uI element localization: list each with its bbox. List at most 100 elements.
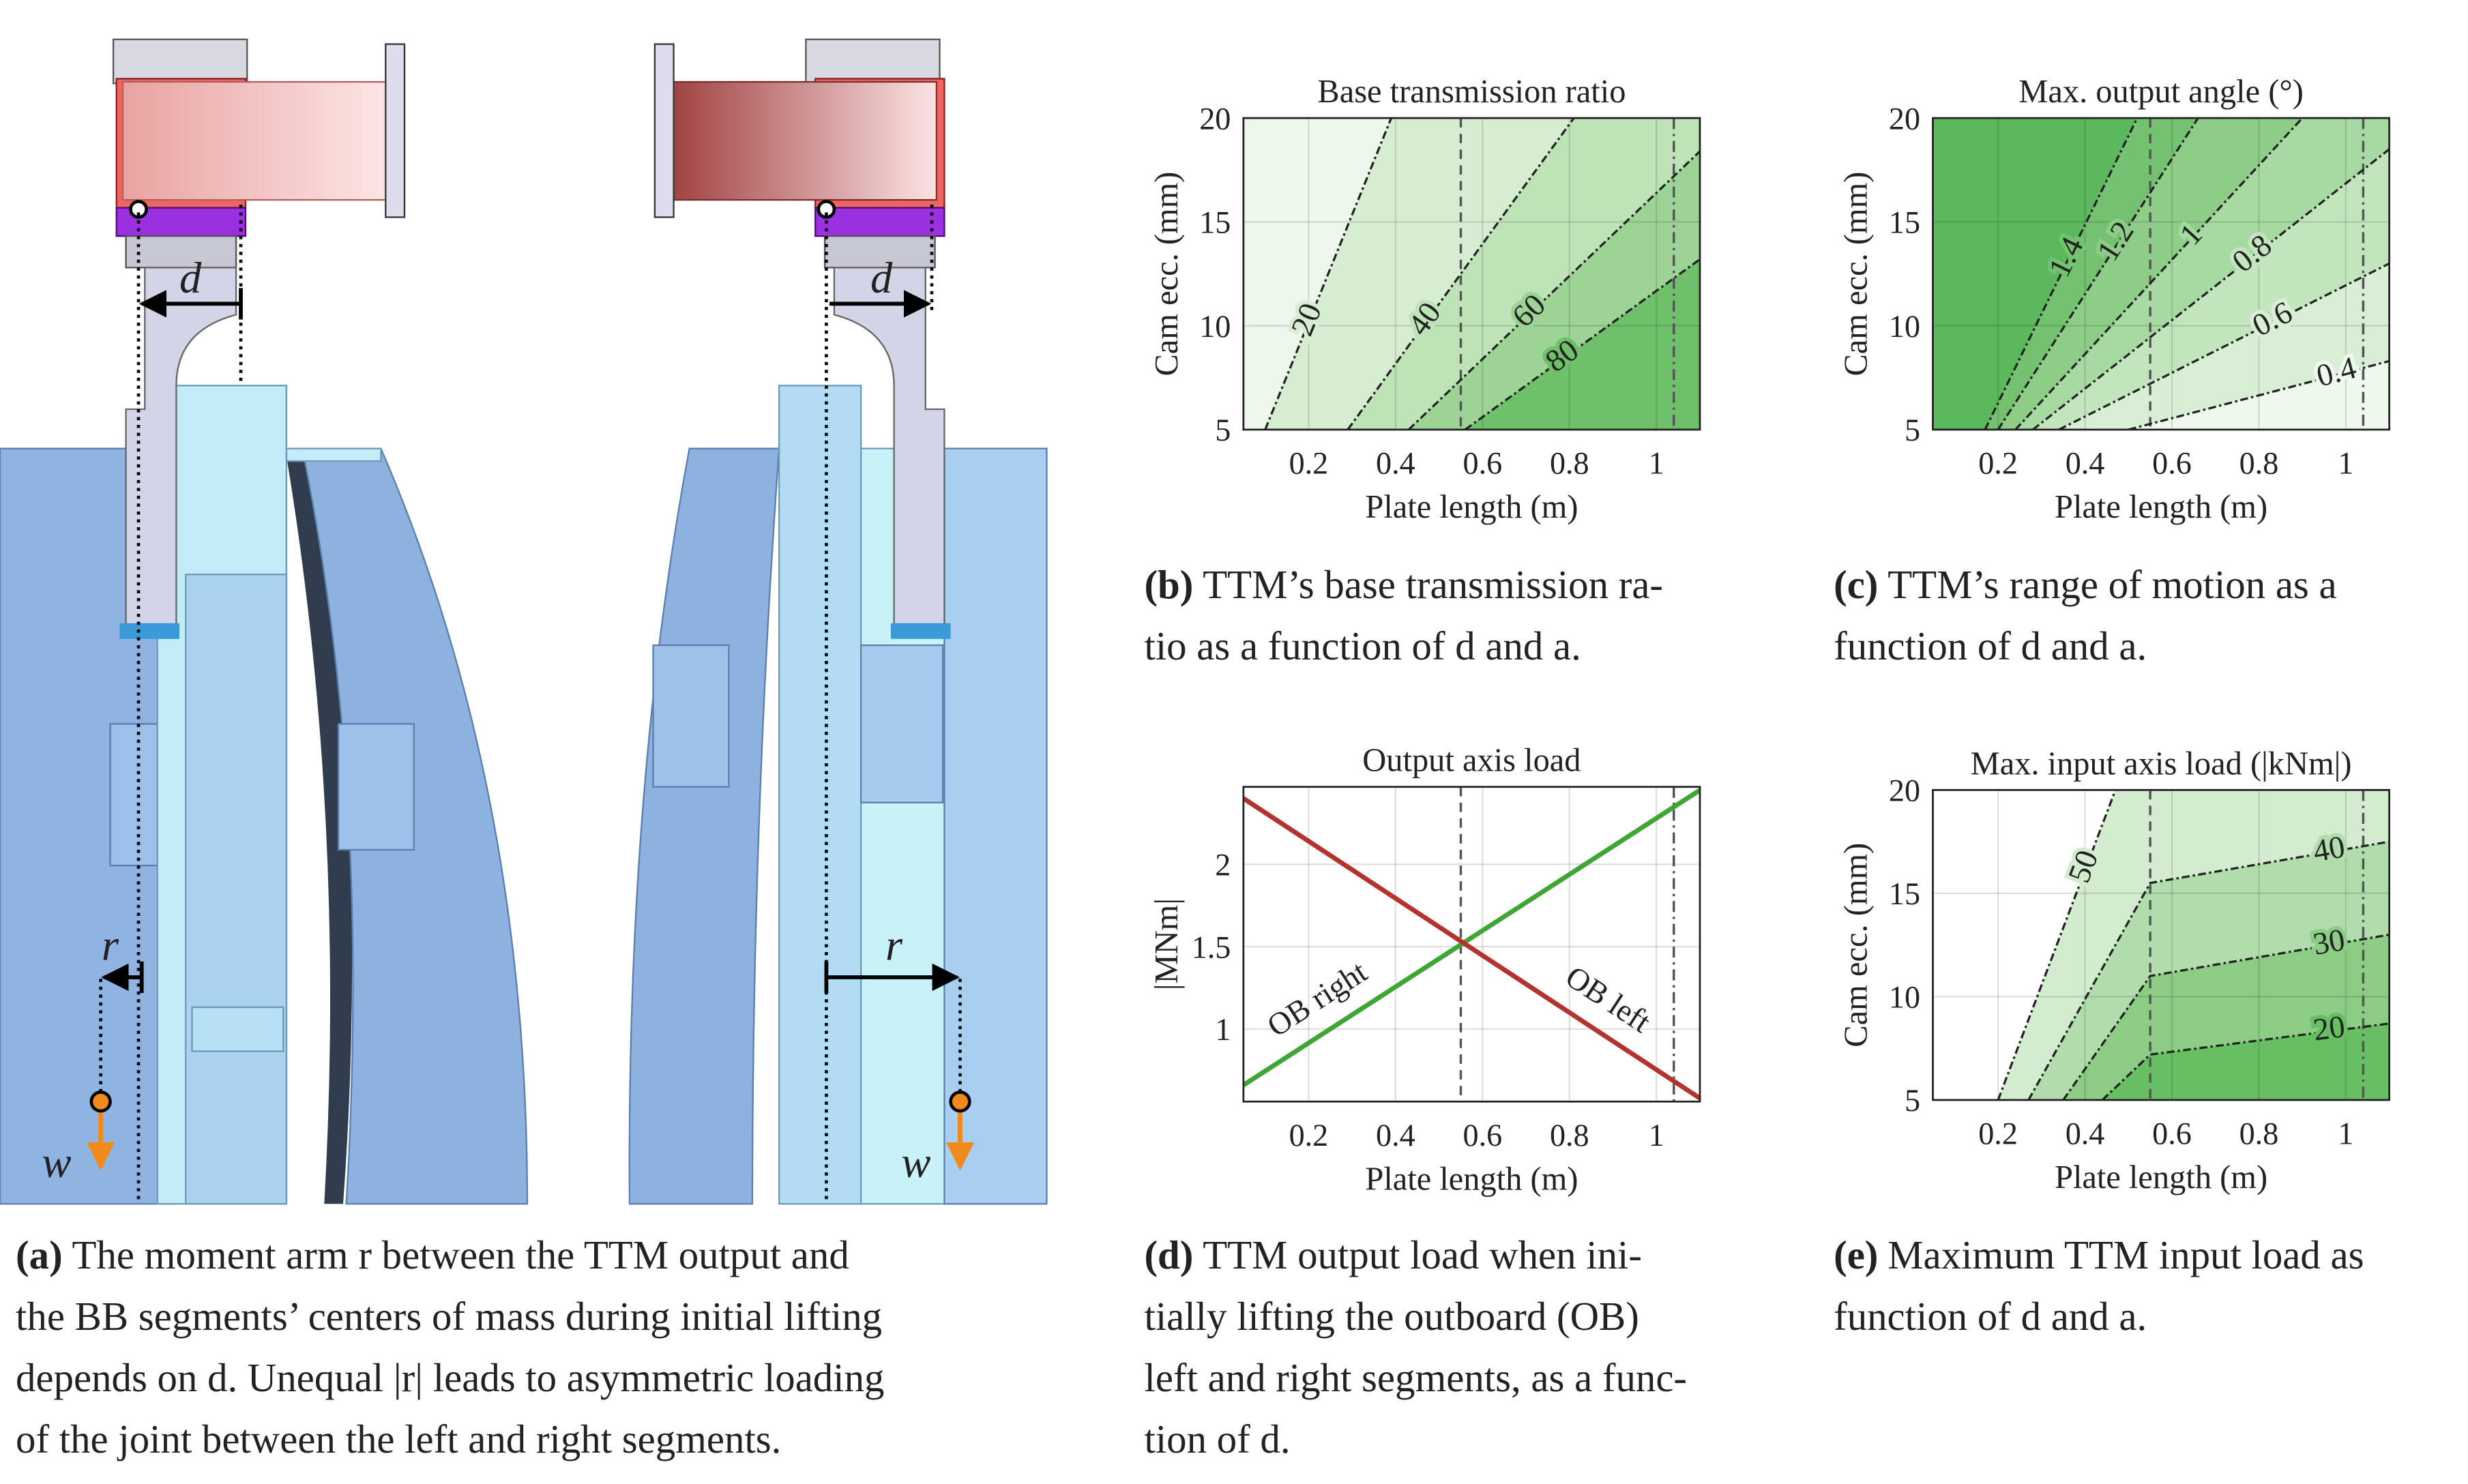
plot-area <box>1933 790 2390 1100</box>
y-axis-label: |MNm| <box>1149 898 1185 990</box>
segment-detail <box>860 644 944 803</box>
x-tick-label: 0.4 <box>2066 446 2105 481</box>
x-tick-label: 0.2 <box>1978 446 2018 481</box>
caption-text: TTM’s base transmission ra- <box>1203 563 1663 607</box>
y-tick-label: 20 <box>1199 101 1231 136</box>
frame <box>385 43 406 218</box>
chart: 1.4 1.2 1 0.80.60.40.2 0.4 0.6 0.8 15101520Max.… <box>1838 74 2391 525</box>
contour-fill <box>2102 1023 2390 1100</box>
contour-label: 30 <box>2310 922 2347 962</box>
series-label: OB left <box>1559 959 1657 1039</box>
x-axis-label: Plate length (m) <box>1365 489 1578 525</box>
annotation: d <box>870 253 893 302</box>
y-tick-label: 1 <box>1215 1012 1231 1047</box>
y-tick-label: 10 <box>1199 309 1231 344</box>
caption-text: The moment arm r between the TTM output … <box>72 1233 849 1277</box>
contour-line <box>1997 118 2199 430</box>
plot-area <box>1243 786 1700 1102</box>
contour-line <box>1997 790 2117 1100</box>
caption-text: Maximum TTM input load as <box>1887 1233 2364 1277</box>
flange <box>119 623 180 639</box>
contour-line <box>2027 840 2390 1100</box>
center-of-mass <box>89 1090 112 1113</box>
y-tick-label: 5 <box>1905 413 1920 447</box>
x-tick-label: 1 <box>2338 1116 2353 1151</box>
guides <box>99 205 962 1204</box>
contour-label: 20 <box>2311 1009 2347 1048</box>
x-tick-label: 0.4 <box>2066 1116 2105 1151</box>
weights <box>86 1090 975 1171</box>
plot-area <box>1243 118 1700 430</box>
plate <box>660 80 938 201</box>
x-tick-label: 1 <box>2338 446 2353 481</box>
y-tick-label: 15 <box>1889 205 1920 240</box>
mechanism <box>112 38 248 85</box>
caption-line: the BB segments’ centers of mass during … <box>16 1294 882 1339</box>
contour-fill <box>2128 361 2390 430</box>
caption-line: left and right segments, as a func- <box>1144 1356 1687 1400</box>
annotation: d <box>179 253 202 302</box>
y-tick-label: 10 <box>1889 980 1920 1015</box>
gap-band <box>286 456 353 1204</box>
contour-line <box>1407 150 1700 430</box>
caption-line: (a) The moment arm r between the TTM outp… <box>16 1233 849 1277</box>
contour-line <box>2014 118 2304 430</box>
x-tick-label: 0.4 <box>1376 1118 1415 1153</box>
caption-line: depends on d. Unequal |r| leads to asymm… <box>16 1356 884 1400</box>
caption-line: of the joint between the left and right … <box>16 1417 781 1461</box>
x-tick-label: 0.4 <box>1376 446 1415 481</box>
plate <box>285 447 382 462</box>
caption-line: tially lifting the outboard (OB) <box>1144 1294 1639 1339</box>
caption-line: tio as a function of d and a. <box>1144 624 1581 668</box>
x-axis-label: Plate length (m) <box>1365 1161 1578 1197</box>
caption-line: (d) TTM output load when ini- <box>1144 1233 1642 1277</box>
contour-line <box>1264 118 1393 430</box>
contour-line <box>2128 359 2390 430</box>
x-tick-label: 0.8 <box>1550 446 1589 481</box>
plate <box>121 80 399 201</box>
caption-text: TTM’s range of motion as a <box>1887 563 2336 607</box>
contour-line <box>2058 262 2390 430</box>
segment-detail <box>337 723 415 851</box>
segment <box>628 447 780 1205</box>
chart-title: Max. input axis load (|kNm|) <box>1971 745 2352 782</box>
pivot <box>129 200 148 219</box>
contour-line <box>2062 933 2390 1100</box>
x-tick-label: 0.6 <box>1463 1118 1503 1153</box>
annotation: r <box>102 921 119 970</box>
x-tick-label: 0.6 <box>1463 446 1503 481</box>
caption-line: (e) Maximum TTM input load as <box>1834 1233 2364 1277</box>
x-tick-label: 0.8 <box>2239 1116 2279 1151</box>
center-of-mass <box>949 1090 971 1113</box>
caption-line: (c) TTM’s range of motion as a <box>1834 563 2337 607</box>
caption-line: function of d and a. <box>1834 1294 2147 1339</box>
dimension-arrows <box>101 288 960 994</box>
plot-frame <box>1932 117 2391 431</box>
caption-label: (a) <box>16 1233 63 1277</box>
plot-area <box>1933 118 2390 430</box>
y-axis-label: Cam ecc. (mm) <box>1838 172 1875 376</box>
frame <box>653 43 675 218</box>
x-tick-label: 0.2 <box>1289 446 1329 481</box>
pivot <box>817 200 836 219</box>
caption-line: (b) TTM’s base transmission ra- <box>1144 563 1663 607</box>
contour-line <box>2101 1022 2390 1100</box>
gear <box>823 235 936 269</box>
contour-line <box>1464 258 1700 430</box>
y-tick-label: 10 <box>1889 309 1920 344</box>
y-tick-label: 2 <box>1215 847 1231 882</box>
x-tick-label: 0.6 <box>2152 446 2192 481</box>
caption-text: TTM output load when ini- <box>1203 1233 1642 1277</box>
line-series <box>1243 788 1700 1087</box>
y-tick-label: 5 <box>1215 413 1231 447</box>
annotation: w <box>42 1138 72 1187</box>
x-tick-label: 0.8 <box>1550 1118 1589 1153</box>
x-axis-label: Plate length (m) <box>2055 489 2267 525</box>
plot-frame <box>1932 788 2391 1101</box>
contour-label: 40 <box>2310 829 2347 868</box>
plot-frame <box>1242 786 1701 1103</box>
gear <box>125 235 237 269</box>
